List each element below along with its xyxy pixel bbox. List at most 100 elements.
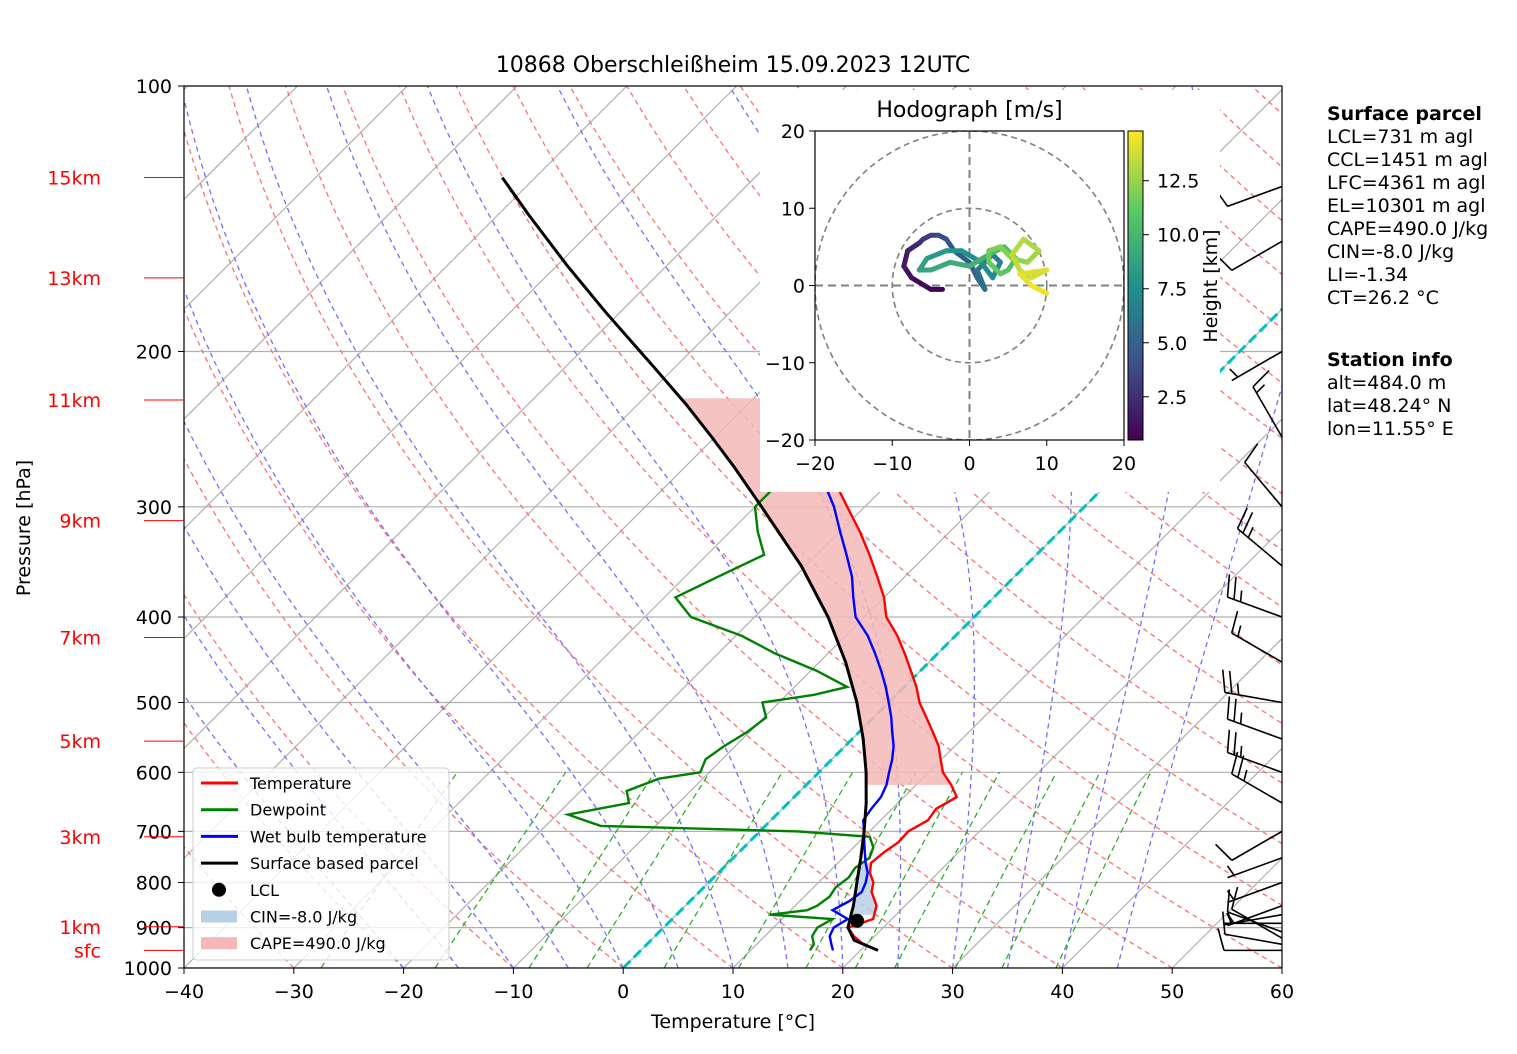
legend-label: Wet bulb temperature [250, 827, 427, 846]
y-tick-label: 100 [136, 76, 172, 98]
moist-adiabat [325, 86, 789, 968]
hodograph-plot [815, 131, 1124, 440]
wind-barb-shaft [1227, 185, 1283, 208]
wind-barb-flag [1233, 732, 1237, 755]
x-tick-label: 50 [1160, 981, 1184, 1003]
wind-barb-half-flag [1236, 683, 1240, 695]
hodograph-title: Hodograph [m/s] [876, 98, 1062, 123]
wind-barb-shaft [1231, 830, 1283, 862]
hodograph-y-tick-label: −10 [765, 353, 805, 375]
mixing-ratio-line [738, 771, 854, 968]
isotherm-line [1061, 747, 1282, 968]
hodograph-y-tick-label: −20 [765, 430, 805, 452]
legend-label: Temperature [249, 774, 351, 793]
hodograph-trace-segment [1009, 252, 1023, 273]
wind-barb [1230, 610, 1283, 663]
wind-barb-flag [1217, 928, 1225, 951]
wind-barb [1213, 185, 1283, 208]
station-info-heading: Station info [1327, 349, 1453, 371]
dry-adiabat [341, 86, 1173, 968]
moist-adiabat [184, 420, 569, 968]
wind-barb [1230, 886, 1283, 939]
hodograph-trace-segment [1017, 271, 1034, 288]
station-info-panel: Station info alt=484.0 m lat=48.24° N lo… [1327, 349, 1454, 441]
x-tick-label: 0 [617, 981, 629, 1003]
legend-label: Surface based parcel [250, 854, 419, 873]
y-tick-label: 600 [136, 762, 172, 784]
mixing-ratio-line [805, 772, 917, 968]
isotherm-line [184, 86, 847, 750]
dry-adiabat [285, 86, 1063, 968]
wind-barb-shaft [1244, 461, 1283, 508]
wind-barb-shaft [1227, 596, 1283, 618]
wind-barb-shaft [1227, 911, 1283, 933]
wind-barbs [1213, 185, 1283, 952]
wind-barb-shaft [1227, 718, 1283, 740]
wind-barb-flag [1226, 696, 1231, 720]
isotherm-line [184, 86, 408, 311]
wind-barb [1244, 443, 1283, 508]
moist-adiabat [184, 96, 679, 968]
hodograph-trace-segment [1024, 248, 1042, 265]
surface-parcel-line: CT=26.2 °C [1327, 287, 1439, 309]
isotherm-line [184, 86, 518, 420]
wind-barb-flag [1242, 512, 1254, 534]
mixing-ratio-line [586, 771, 711, 968]
surface-parcel-line: CIN=-8.0 J/kg [1327, 241, 1455, 263]
wind-barb-flag [1252, 369, 1270, 388]
station-info-line: lat=48.24° N [1327, 395, 1452, 417]
wind-barb-half-flag [1226, 865, 1235, 876]
wind-barb-shaft [1237, 527, 1283, 567]
wind-barb-half-flag [1226, 890, 1235, 901]
y-tick-label: 800 [136, 873, 172, 895]
surface-parcel-line: CCL=1451 m agl [1327, 149, 1488, 171]
wind-barb-flag [1236, 507, 1248, 529]
x-tick-label: −30 [274, 981, 314, 1003]
hodograph-trace-segment [924, 248, 949, 261]
profile-surface-based-parcel [501, 176, 879, 952]
wind-barb-half-flag [1239, 745, 1243, 758]
dry-adiabat [184, 721, 405, 968]
hodograph-background [760, 90, 1220, 492]
legend-box [192, 767, 450, 961]
y-axis-label: Pressure [hPa] [13, 460, 35, 596]
y-tick-label: 300 [136, 497, 172, 519]
isotherm-line [184, 86, 628, 530]
wind-barb-flag [1221, 911, 1226, 935]
dry-adiabat [184, 457, 624, 968]
wind-barb-half-flag [1255, 384, 1266, 394]
wind-barb [1226, 574, 1283, 618]
wind-barb-flag [1226, 729, 1231, 753]
chart-title: 10868 Oberschleißheim 15.09.2023 12UTC [496, 53, 971, 78]
wind-barb-shaft [1224, 691, 1283, 704]
y-tick-label: 500 [136, 692, 172, 714]
wind-barb-shaft [1231, 773, 1283, 804]
x-tick-label: −20 [384, 981, 424, 1003]
x-tick-label: 40 [1050, 981, 1074, 1003]
wind-barb [1226, 729, 1283, 774]
wind-barb-half-flag [1226, 913, 1235, 924]
hodograph-x-tick-label: 10 [1035, 453, 1059, 475]
x-tick-label: 10 [721, 981, 745, 1003]
dry-adiabat [184, 128, 844, 968]
hodograph-trace-segment [1017, 267, 1050, 277]
surface-parcel-heading: Surface parcel [1327, 103, 1482, 125]
wind-barb [1221, 669, 1283, 704]
surface-parcel-line: LCL=731 m agl [1327, 126, 1474, 148]
wind-barb [1217, 928, 1282, 952]
wind-barb-flag [1221, 669, 1226, 693]
height-label: 7km [59, 628, 101, 650]
legend-label: CIN=-8.0 J/kg [250, 908, 357, 927]
isotherm-line [184, 86, 738, 640]
isotherm-line [732, 418, 1282, 968]
y-tick-label: 700 [136, 821, 172, 843]
wind-barb-flag [1237, 755, 1245, 778]
hodograph-x-tick-label: 20 [1112, 453, 1136, 475]
x-tick-label: −10 [493, 981, 533, 1003]
wind-barb-flag [1215, 843, 1233, 861]
hodograph-trace-segment [978, 259, 996, 281]
hodograph-trace-segment [1009, 236, 1027, 258]
hodograph-trace-segment [997, 244, 1015, 261]
height-label: 15km [47, 168, 101, 190]
